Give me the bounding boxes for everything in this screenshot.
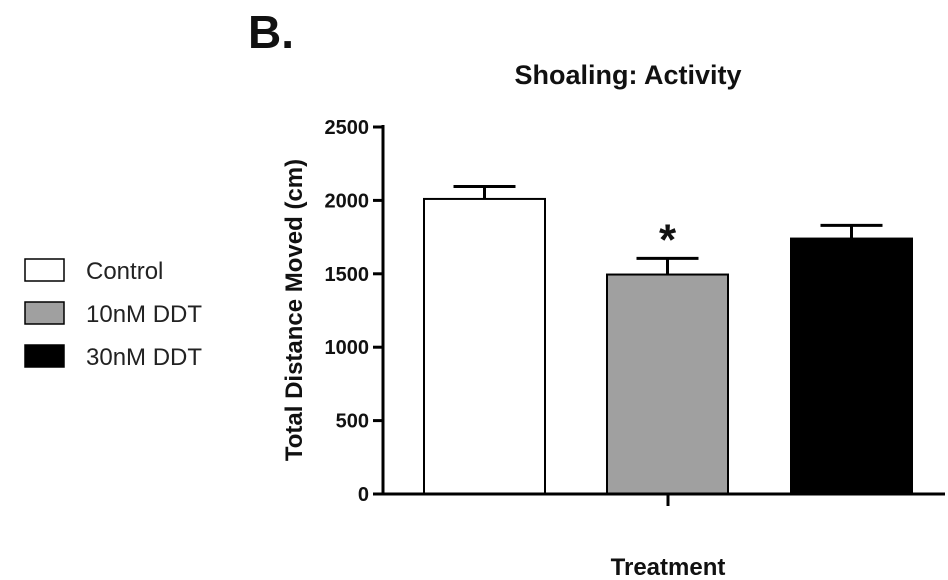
- y-tick-label: 2500: [325, 117, 370, 139]
- legend-label-10nm-ddt: 10nM DDT: [86, 301, 202, 328]
- y-tick-label: 1000: [325, 337, 370, 359]
- legend: Control 10nM DDT 30nM DDT: [24, 258, 202, 371]
- legend-swatch-control: [24, 258, 65, 282]
- legend-swatch-10nm-ddt: [24, 301, 65, 325]
- bar-10nm-ddt: [606, 273, 729, 495]
- y-tick-label: 2000: [325, 190, 370, 212]
- panel-label: B.: [248, 6, 294, 58]
- y-tick-label: 0: [358, 484, 369, 506]
- bar-control: [423, 197, 546, 495]
- legend-swatch-30nm-ddt: [24, 344, 65, 368]
- chart-title: Shoaling: Activity: [514, 60, 741, 90]
- bar-30nm-ddt: [790, 237, 913, 495]
- y-tick-label: 1500: [325, 264, 370, 286]
- y-axis-label: Total Distance Moved (cm): [281, 159, 308, 461]
- significance-marker: *: [659, 215, 677, 264]
- plot-area: * 0 500 1000 1500 2000 2500: [325, 117, 945, 506]
- y-tick-label: 500: [336, 411, 369, 433]
- x-axis-label: Treatment: [611, 554, 726, 580]
- legend-label-control: Control: [86, 258, 163, 285]
- legend-label-30nm-ddt: 30nM DDT: [86, 344, 202, 371]
